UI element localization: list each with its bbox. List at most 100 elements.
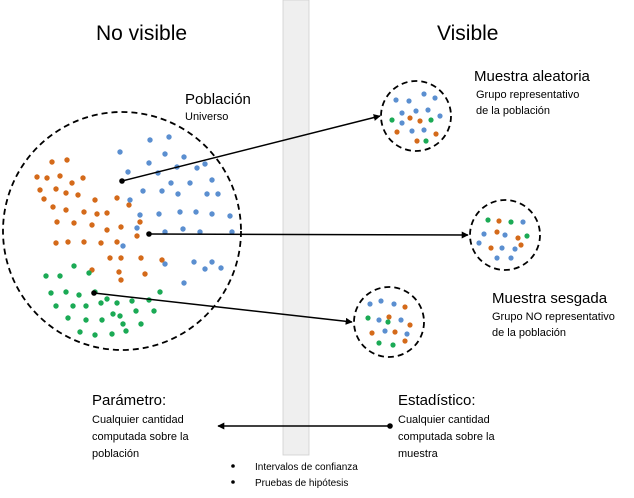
green-dot — [485, 217, 491, 223]
blue-dot — [180, 226, 186, 232]
green-dot — [133, 308, 139, 314]
blue-dot — [378, 298, 384, 304]
blue-dot — [382, 328, 388, 334]
blue-dot — [162, 261, 168, 267]
blue-dot — [425, 107, 431, 113]
blue-dot — [399, 110, 405, 116]
blue-dot — [202, 161, 208, 167]
parameter-title: Parámetro: — [92, 392, 166, 409]
green-dot — [83, 303, 89, 309]
orange-dot — [402, 338, 408, 344]
green-dot — [117, 313, 123, 319]
statistic-desc-3: muestra — [398, 448, 439, 460]
orange-dot — [92, 197, 98, 203]
orange-dot — [114, 195, 120, 201]
orange-dot — [137, 219, 143, 225]
blue-dot — [166, 134, 172, 140]
green-dot — [428, 117, 434, 123]
blue-dot — [399, 120, 405, 126]
green-dot — [104, 296, 110, 302]
orange-dot — [402, 304, 408, 310]
green-dot — [110, 311, 116, 317]
arrow-to-second-sample — [148, 231, 469, 239]
green-dot — [65, 315, 71, 321]
arrow-origin-dot — [91, 290, 97, 296]
green-dot — [77, 329, 83, 335]
blue-dot — [134, 225, 140, 231]
random-sample-title: Muestra aleatoria — [474, 68, 591, 85]
statistic-desc-1: Cualquier cantidad — [398, 414, 490, 426]
green-dot — [365, 315, 371, 321]
random-sample-desc-2: de la población — [476, 105, 550, 117]
green-dot — [157, 289, 163, 295]
blue-dot — [209, 211, 215, 217]
inference-arrow-origin — [387, 423, 393, 429]
blue-dot — [140, 188, 146, 194]
blue-dot — [159, 188, 165, 194]
green-dot — [385, 319, 391, 325]
blue-dot — [437, 113, 443, 119]
orange-dot — [98, 240, 104, 246]
bullet-confidence-intervals: Intervalos de confianza — [255, 462, 358, 473]
orange-dot — [65, 239, 71, 245]
blue-dot — [197, 229, 203, 235]
arrow-to-biased-sample — [93, 292, 353, 325]
green-dot — [524, 233, 530, 239]
green-dot — [43, 273, 49, 279]
biased-sample-title: Muestra sesgada — [492, 290, 608, 307]
green-dot — [70, 303, 76, 309]
blue-dot — [117, 149, 123, 155]
blue-dot — [476, 240, 482, 246]
blue-dot — [367, 301, 373, 307]
blue-dot — [181, 154, 187, 160]
header-visible: Visible — [437, 22, 498, 45]
population-title: Población — [185, 91, 251, 108]
biased-sample-desc-2: de la población — [492, 327, 566, 339]
blue-dot — [209, 259, 215, 265]
parameter-desc-1: Cualquier cantidad — [92, 414, 184, 426]
orange-dot — [134, 233, 140, 239]
green-dot — [99, 317, 105, 323]
statistic-title: Estadístico: — [398, 392, 476, 409]
blue-dot — [520, 219, 526, 225]
blue-dot — [194, 165, 200, 171]
arrow-origin-dot — [146, 231, 152, 237]
orange-dot — [69, 180, 75, 186]
blue-dot — [127, 197, 133, 203]
blue-dot — [156, 211, 162, 217]
orange-dot — [75, 192, 81, 198]
blue-dot — [191, 259, 197, 265]
orange-dot — [159, 257, 165, 263]
blue-dot — [512, 246, 518, 252]
orange-dot — [34, 174, 40, 180]
biased-sample-circle — [353, 286, 425, 358]
orange-dot — [369, 330, 375, 336]
orange-dot — [44, 175, 50, 181]
blue-dot — [393, 97, 399, 103]
bullet-dot — [231, 464, 235, 468]
orange-dot — [118, 224, 124, 230]
random-sample-circle — [380, 80, 452, 152]
orange-dot — [433, 131, 439, 137]
orange-dot — [386, 314, 392, 320]
blue-dot — [125, 169, 131, 175]
green-dot — [57, 273, 63, 279]
blue-dot — [187, 180, 193, 186]
blue-dot — [209, 177, 215, 183]
orange-dot — [63, 190, 69, 196]
blue-dot — [413, 108, 419, 114]
orange-dot — [394, 129, 400, 135]
blue-dot — [406, 98, 412, 104]
orange-dot — [114, 239, 120, 245]
blue-dot — [494, 255, 500, 261]
blue-dot — [175, 191, 181, 197]
orange-dot — [71, 220, 77, 226]
population-subtitle: Universo — [185, 111, 228, 123]
green-dot — [376, 340, 382, 346]
orange-dot — [50, 204, 56, 210]
orange-dot — [515, 235, 521, 241]
blue-dot — [177, 209, 183, 215]
parameter-desc-3: población — [92, 448, 139, 460]
green-dot — [48, 290, 54, 296]
